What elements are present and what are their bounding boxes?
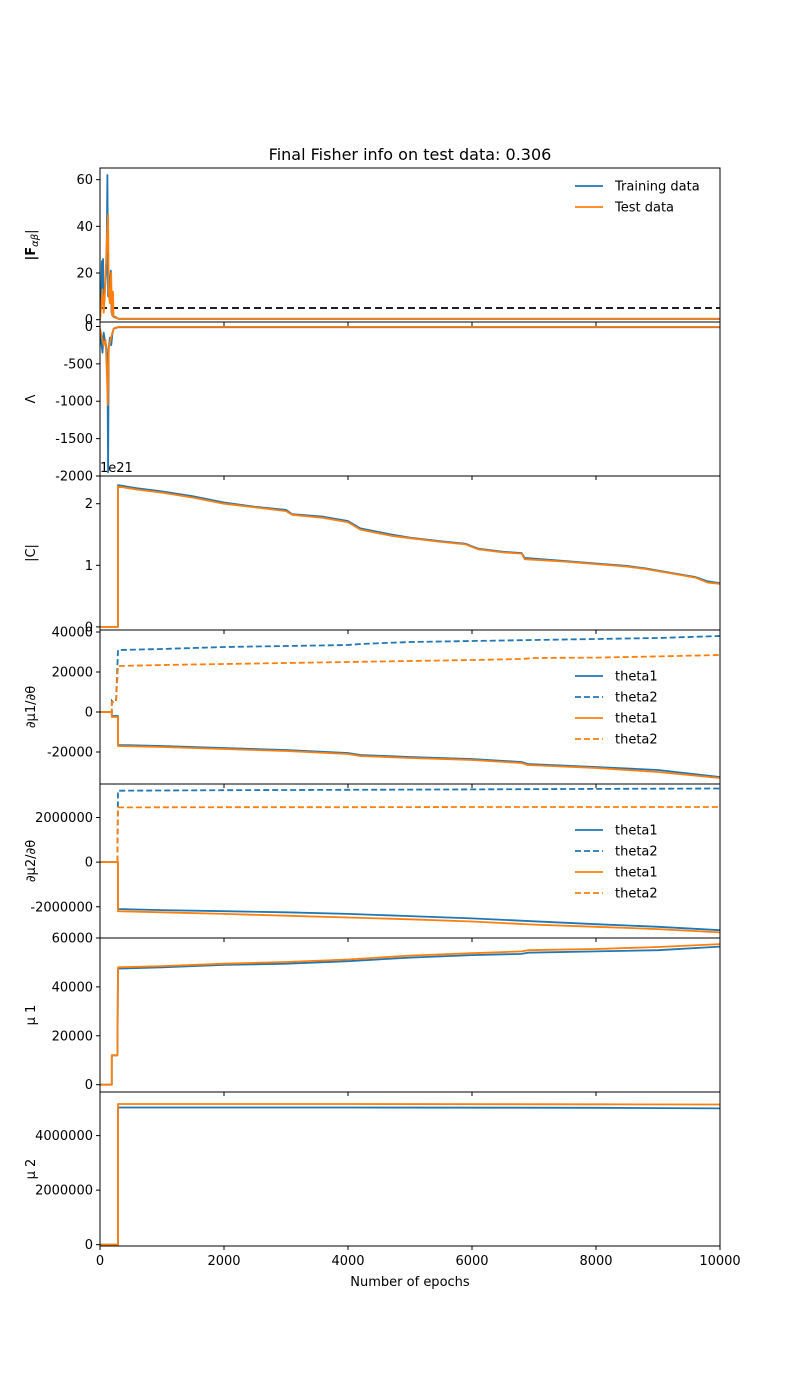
legend-label: Test data bbox=[614, 201, 674, 216]
panel-lambda: 0 -500 -1000 -1500 -2000 Λ bbox=[24, 320, 721, 485]
x-tick-label: 6000 bbox=[455, 1254, 488, 1269]
y-axis-label-fisher: |Fαβ| bbox=[24, 229, 41, 260]
y-tick-label: 20000 bbox=[52, 1029, 93, 1044]
offset-text: 1e21 bbox=[100, 461, 133, 476]
series-line-fisher-0 bbox=[100, 174, 720, 320]
series-line-lambda-0 bbox=[100, 326, 720, 474]
series-line-detC-1 bbox=[100, 485, 720, 628]
series-line-dmu1-0 bbox=[100, 711, 720, 778]
y-tick-label: 0 bbox=[85, 856, 93, 871]
y-tick-label: 60000 bbox=[52, 932, 93, 947]
axes-frame bbox=[99, 1091, 721, 1247]
panel-dmu1: 40000 20000 0 -20000 ∂μ1/∂θ theta1 theta2 theta… bbox=[24, 626, 721, 788]
y-tick-label: -2000000 bbox=[30, 900, 93, 915]
y-tick-label: 20000 bbox=[52, 666, 93, 681]
legend-label: theta1 bbox=[615, 824, 658, 839]
y-tick-label: 2000000 bbox=[35, 811, 93, 826]
panel-mu1: 60000 40000 20000 0 μ 1 bbox=[24, 932, 721, 1096]
series-line-dmu1-2 bbox=[100, 711, 720, 779]
panel-fisher: 0 20 40 60 |Fαβ| Training data Test data bbox=[24, 167, 721, 328]
series-line-mu2-1 bbox=[100, 1103, 720, 1246]
series-line-mu1-0 bbox=[100, 945, 720, 1086]
legend-label: Training data bbox=[614, 180, 700, 195]
plot-area-lambda bbox=[100, 325, 720, 474]
y-tick-label: 2000000 bbox=[35, 1184, 93, 1199]
y-axis-label-detC: |C| bbox=[24, 544, 39, 562]
x-tick-label: 8000 bbox=[579, 1254, 612, 1269]
y-tick-label: 40000 bbox=[52, 980, 93, 995]
series-line-mu1-1 bbox=[100, 943, 720, 1086]
series-line-mu2-0 bbox=[100, 1106, 720, 1246]
panel-dmu2: 2000000 0 -2000000 ∂μ2/∂θ theta1 theta2 theta1… bbox=[24, 783, 721, 942]
y-axis-label-mu2: μ 2 bbox=[24, 1159, 39, 1180]
y-tick-label: -2000 bbox=[55, 470, 93, 485]
legend-label: theta2 bbox=[615, 691, 658, 706]
y-tick-label: -1000 bbox=[55, 395, 93, 410]
axes-frame bbox=[99, 321, 721, 477]
y-axis-label-mu1: μ 1 bbox=[24, 1005, 39, 1026]
y-tick-label: 2 bbox=[85, 497, 93, 512]
chart-title: Final Fisher info on test data: 0.306 bbox=[269, 145, 552, 164]
legend-label: theta1 bbox=[615, 712, 658, 727]
series-line-lambda-1 bbox=[100, 325, 720, 406]
x-tick-label: 10000 bbox=[699, 1254, 740, 1269]
y-tick-label: 60 bbox=[76, 173, 93, 188]
y-tick-label: 0 bbox=[85, 1238, 93, 1253]
x-axis-label: Number of epochs bbox=[350, 1275, 470, 1290]
legend-label: theta1 bbox=[615, 670, 658, 685]
panel-mu2: 4000000 2000000 00 2000 4000 6000 8000 10000 μ 2 bbox=[24, 1091, 741, 1269]
y-tick-label: 0 bbox=[85, 706, 93, 721]
y-tick-label: 20 bbox=[76, 267, 93, 282]
series-line-dmu2-2 bbox=[100, 861, 720, 934]
y-tick-label: -500 bbox=[63, 357, 93, 372]
legend-label: theta2 bbox=[615, 845, 658, 860]
y-tick-label: 0 bbox=[85, 1078, 93, 1093]
legend-label: theta1 bbox=[615, 866, 658, 881]
series-line-detC-0 bbox=[100, 484, 720, 628]
y-axis-label-dmu1: ∂μ1/∂θ bbox=[24, 686, 39, 728]
y-tick-label: 0 bbox=[85, 320, 93, 335]
plot-area-mu2 bbox=[100, 1103, 720, 1246]
x-tick-label: 2000 bbox=[207, 1254, 240, 1269]
y-tick-label: -20000 bbox=[47, 746, 93, 761]
legend-label: theta2 bbox=[615, 733, 658, 748]
axes-frame bbox=[99, 937, 721, 1093]
series-line-fisher-1 bbox=[100, 213, 720, 320]
y-tick-label: 0 bbox=[85, 313, 93, 328]
y-tick-label: 40000 bbox=[52, 626, 93, 641]
plot-area-detC bbox=[100, 484, 720, 628]
axes-frame bbox=[99, 629, 721, 785]
plot-area-mu1 bbox=[100, 943, 720, 1086]
y-tick-label: 0 bbox=[85, 620, 93, 635]
y-tick-label: 40 bbox=[76, 220, 93, 235]
y-axis-label-dmu2: ∂μ2/∂θ bbox=[24, 840, 39, 882]
y-tick-label: 4000000 bbox=[35, 1129, 93, 1144]
series-line-dmu1-3 bbox=[100, 654, 720, 713]
series-line-dmu1-1 bbox=[100, 635, 720, 713]
panel-detC: 0 1 2 |C| 1e21 bbox=[24, 461, 721, 635]
x-tick-label: 0 bbox=[96, 1254, 104, 1269]
y-axis-label-lambda: Λ bbox=[24, 394, 39, 403]
legend-label: theta2 bbox=[615, 887, 658, 902]
y-tick-label: 1 bbox=[85, 559, 93, 574]
plot-area-dmu1 bbox=[100, 635, 720, 779]
y-tick-label: -1500 bbox=[55, 432, 93, 447]
x-tick-label: 4000 bbox=[331, 1254, 364, 1269]
axes-frame bbox=[99, 475, 721, 631]
plot-area-fisher bbox=[100, 174, 720, 320]
plot-area-dmu2 bbox=[100, 787, 720, 934]
